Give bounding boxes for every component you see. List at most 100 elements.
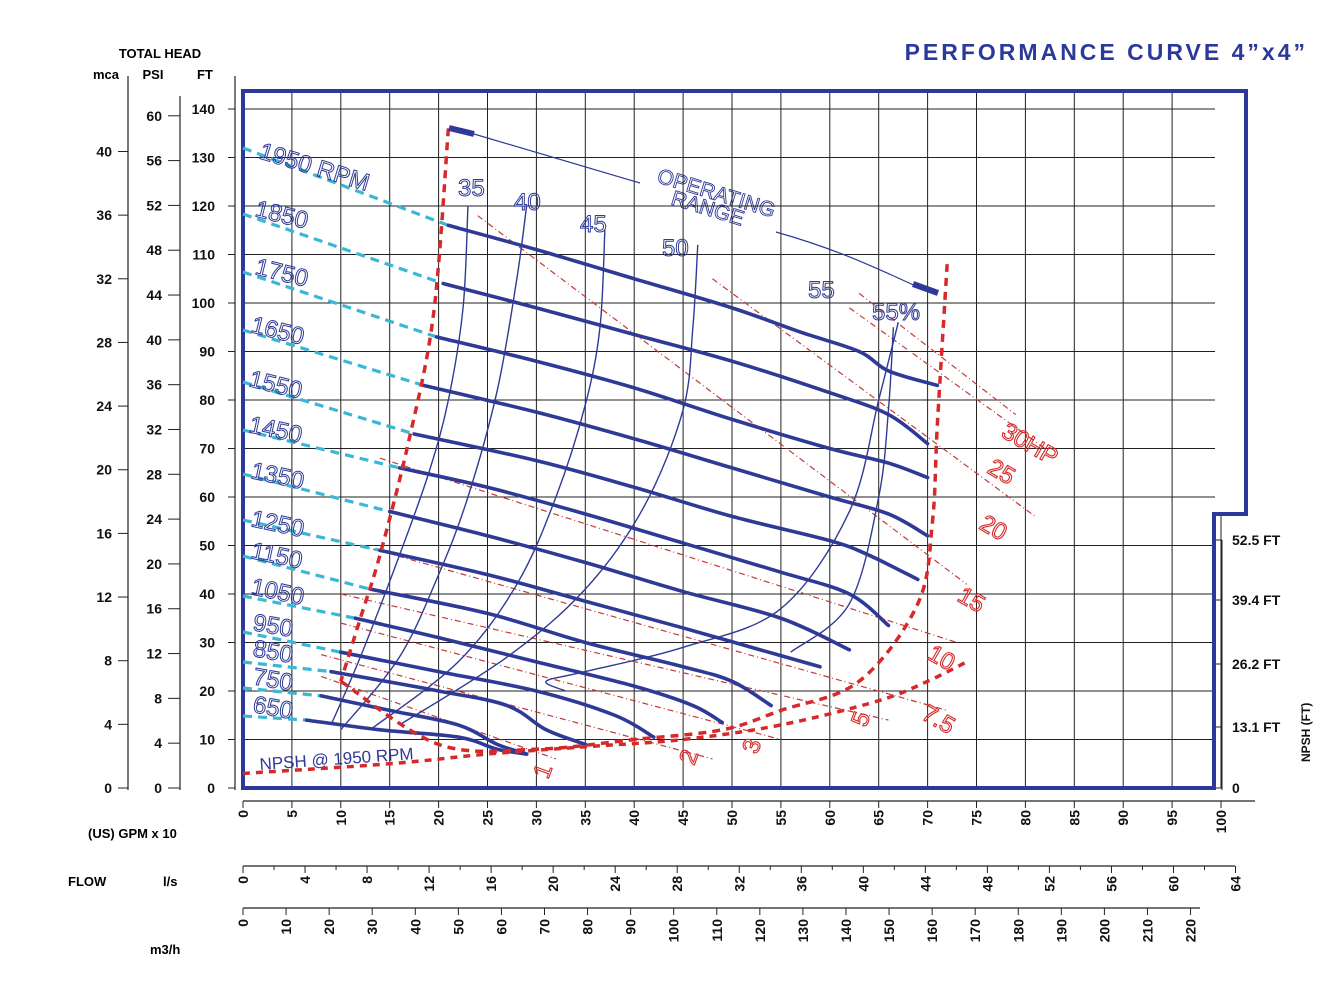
- ls-tick-label: 20: [545, 876, 561, 892]
- m3h-tick-label: 140: [838, 919, 854, 943]
- speed-label: 1550: [247, 366, 305, 405]
- speed-curve-extension: [242, 270, 438, 339]
- m3h-tick-label: 170: [967, 919, 983, 943]
- speed-label: 1050: [249, 573, 307, 611]
- ft-tick-label: 10: [199, 732, 215, 748]
- speed-curve-extension: [242, 472, 391, 514]
- ls-tick-label: 48: [979, 876, 995, 892]
- gpm-tick-label: 35: [577, 810, 593, 826]
- power-label-1: 1: [528, 760, 558, 782]
- gpm-tick-label: 0: [235, 810, 251, 818]
- speed-label: 650: [251, 691, 295, 725]
- power-label-2: 2: [674, 746, 704, 768]
- ft-tick-label: 120: [192, 198, 216, 214]
- speed-curve-1150: [368, 587, 773, 708]
- power-label-3: 3: [737, 735, 767, 757]
- ls-tick-label: 24: [607, 876, 623, 892]
- speed-curve-extension: [242, 212, 445, 286]
- efficiency-curve-45: [369, 230, 606, 731]
- power-line-2: [321, 654, 713, 760]
- gpm-tick-label: 60: [822, 810, 838, 826]
- m3h-tick-label: 150: [881, 919, 897, 943]
- gpm-tick-label: 80: [1017, 810, 1033, 826]
- npsh-tick-label: 52.5 FT: [1232, 532, 1281, 548]
- gpm-tick-label: 65: [871, 810, 887, 826]
- power-label-15: 15: [953, 582, 990, 619]
- speed-label: 1950 RPM: [256, 138, 372, 197]
- mca-tick-label: 32: [96, 271, 112, 287]
- speed-curve-950: [339, 650, 656, 739]
- m3h-tick-label: 80: [580, 919, 596, 935]
- m3h-tick-label: 20: [321, 919, 337, 935]
- speed-curve-1750: [434, 335, 930, 480]
- ft-tick-label: 110: [192, 247, 215, 263]
- mca-tick-label: 16: [96, 525, 112, 541]
- mca-tick-label: 20: [96, 462, 112, 478]
- ft-tick-label: 80: [199, 392, 215, 408]
- speed-curve-1450: [397, 466, 891, 628]
- psi-tick-label: 44: [146, 287, 162, 303]
- m3h-axis-label: m3/h: [150, 942, 180, 957]
- m3h-tick-label: 30: [364, 919, 380, 935]
- psi-tick-label: 52: [146, 197, 162, 213]
- ls-tick-label: 56: [1103, 876, 1119, 892]
- efficiency-label-45: 45: [580, 211, 607, 238]
- plot-frame: [241, 89, 1248, 790]
- speed-curve-extension: [242, 146, 449, 227]
- gpm-tick-label: 40: [626, 810, 642, 826]
- gpm-tick-label: 45: [675, 810, 691, 826]
- npsh-curve: [242, 660, 968, 776]
- m3h-tick-label: 120: [752, 919, 768, 943]
- operating-range-pointer-left: [473, 133, 641, 184]
- ft-tick-label: 100: [192, 295, 216, 311]
- m3h-tick-label: 10: [278, 919, 294, 935]
- speed-curve-1350: [387, 509, 852, 652]
- m3h-tick-label: 180: [1010, 919, 1026, 943]
- gpm-tick-label: 95: [1164, 810, 1180, 826]
- chart-title: PERFORMANCE CURVE 4”x4”: [905, 39, 1308, 65]
- efficiency-curves-group: 35 40 45 50 55 55%: [330, 175, 921, 731]
- efficiency-label-40: 40: [514, 189, 541, 216]
- mca-tick-label: 40: [96, 143, 112, 159]
- gpm-tick-label: 90: [1115, 810, 1131, 826]
- speed-curve-extension: [242, 630, 342, 654]
- m3h-tick-label: 100: [666, 919, 682, 943]
- ls-tick-label: 16: [483, 876, 499, 892]
- ft-tick-label: 140: [192, 101, 216, 117]
- power-line-10: [379, 457, 958, 644]
- gpm-tick-label: 10: [333, 810, 349, 826]
- psi-tick-label: 8: [154, 690, 162, 706]
- head-axes: 0102030405060708090100110120130140048121…: [96, 76, 236, 796]
- speed-label: 1450: [247, 411, 305, 449]
- ls-tick-label: 8: [359, 876, 375, 884]
- speed-curve-extension: [242, 518, 381, 552]
- m3h-tick-label: 40: [407, 919, 423, 935]
- ls-tick-label: 60: [1165, 876, 1181, 892]
- psi-tick-label: 32: [146, 421, 162, 437]
- gpm-tick-label: 15: [382, 810, 398, 826]
- speed-label: 1650: [249, 312, 307, 351]
- efficiency-curve-55: [545, 322, 899, 692]
- speed-curve-750: [319, 694, 529, 756]
- ft-axis-label: FT: [197, 67, 213, 82]
- efficiency-curve-50: [399, 244, 699, 726]
- psi-tick-label: 36: [146, 377, 162, 393]
- psi-tick-label: 24: [146, 511, 162, 527]
- power-line-7.5: [360, 544, 948, 711]
- psi-tick-label: 20: [146, 556, 162, 572]
- speed-label: 1850: [253, 196, 311, 235]
- ls-tick-label: 52: [1041, 876, 1057, 892]
- mca-tick-label: 4: [104, 716, 112, 732]
- m3h-tick-label: 160: [924, 919, 940, 943]
- gpm-tick-label: 30: [528, 810, 544, 826]
- operating-range-right-boundary: [339, 264, 949, 754]
- m3h-tick-label: 130: [795, 919, 811, 943]
- efficiency-label-55pct: 55%: [872, 299, 920, 326]
- speed-curve-1950-rpm: [446, 223, 940, 388]
- power-label-7.5: 7.5: [917, 700, 959, 740]
- speed-curve-extension: [242, 686, 322, 698]
- power-label-10: 10: [923, 640, 960, 677]
